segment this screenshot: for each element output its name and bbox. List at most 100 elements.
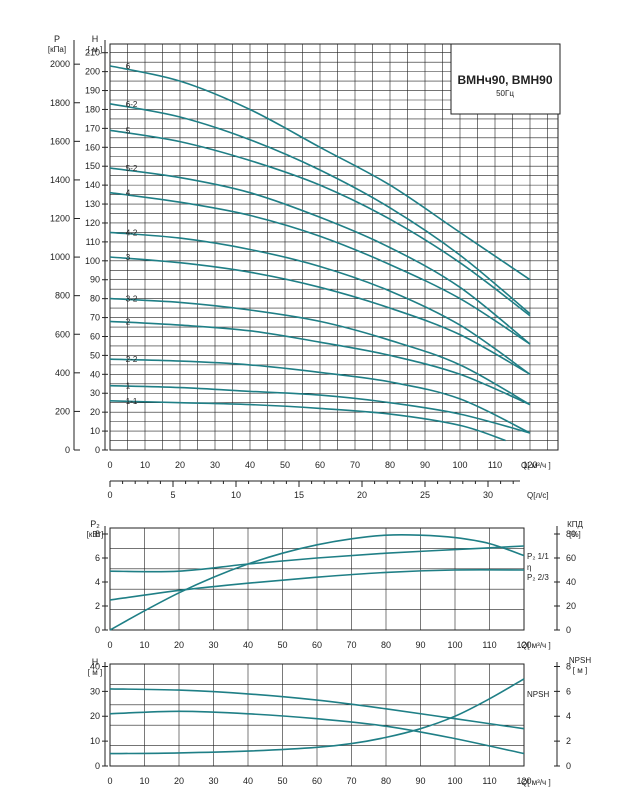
right-tick-label: 20 [566,601,576,611]
p-axis-title: P [54,34,60,44]
left-tick-label: 40 [90,661,100,671]
left-tick-label: 8 [95,529,100,539]
h-tick-label: 20 [90,407,100,417]
h-tick-label: 80 [90,294,100,304]
q-tick-label: 40 [243,640,253,650]
performance-curve [109,534,525,631]
efficiency-axis-unit: [%] [569,530,581,539]
q-tick-label: 30 [208,776,218,786]
p-axis: 0 200 400 600 800 1000 1200 1400 1600 1800 2000 [50,40,80,455]
h-tick-label: 210 [85,48,100,58]
q-tick-label: 110 [488,460,502,470]
q-tick-label: 30 [208,640,218,650]
q-tick-label: 80 [381,640,391,650]
power-q-axis-title: Q[ м³/ч ] [521,641,551,650]
q-tick-label: 0 [107,640,112,650]
efficiency-axis: 0 20 40 60 80 [554,526,576,635]
h-tick-label: 130 [85,199,100,209]
label-p2-two-thirds: P₂ 2/3 [527,573,549,582]
head-curve [109,384,531,434]
curve-label: 6-2 [126,100,138,109]
p-tick-label: 800 [55,291,70,301]
p-tick-label: 1200 [50,214,70,224]
q-tick-label: 70 [346,640,356,650]
h-axis-title: H [92,34,99,44]
h-tick-label: 170 [85,123,100,133]
q-tick-label: 50 [280,460,290,470]
head-curve [109,256,531,375]
p-tick-label: 1000 [50,252,70,262]
curve-label: 3 [126,253,131,262]
p-tick-label: 1800 [50,98,70,108]
p2-axis: 0 2 4 6 8 [95,526,108,635]
right-tick-label: 0 [566,761,571,771]
npsh-right-axis: 0 2 4 6 8 [554,661,571,771]
q-tick-label: 0 [107,460,112,470]
label-efficiency: η [527,563,531,572]
npsh-h-axis-title: H [92,657,99,667]
q-tick-label: 10 [139,776,149,786]
power-grid [110,528,524,630]
performance-curve [109,545,525,573]
main-chart: 6 6-2 5 5-2 4 4-2 3 3-2 2 2-2 1 1-1 ВМНч90, ВМН90 5… [48,34,561,500]
left-tick-label: 30 [90,686,100,696]
left-tick-label: 2 [95,601,100,611]
npsh-axis-unit: [ м ] [573,666,587,675]
q-tick-label: 100 [447,640,462,650]
main-grid [110,44,558,450]
right-tick-label: 40 [566,577,576,587]
left-tick-label: 0 [95,761,100,771]
h-axis: 0 10 20 30 40 50 60 70 80 90 100 110 120 130 140 150 160… [85,40,108,455]
left-tick-label: 10 [90,736,100,746]
q-tick-label: 80 [385,460,395,470]
curve-label: 4 [126,189,131,198]
q-tick-label: 120 [516,776,531,786]
head-curve [109,358,531,434]
power-q-axis: 0 10 20 30 40 50 60 70 80 90 100 110 120 [107,640,531,650]
right-tick-label: 2 [566,736,571,746]
curve-label: 4-2 [126,228,138,237]
performance-curve [109,678,525,755]
left-tick-label: 0 [95,625,100,635]
label-npsh: NPSH [527,690,549,699]
curve-label: 2-2 [126,355,138,364]
p2-axis-unit: [кВт] [87,530,104,539]
q-ls-tick-label: 30 [483,490,493,500]
npsh-grid [110,664,524,766]
p-tick-label: 400 [55,368,70,378]
q-tick-label: 50 [277,640,287,650]
curve-label: 5-2 [126,164,138,173]
left-tick-label: 6 [95,553,100,563]
q-ls-axis-title: Q[л/с] [527,491,549,500]
curve-label: 3-2 [126,295,138,304]
q-tick-label: 40 [243,776,253,786]
h-tick-label: 30 [90,388,100,398]
q-tick-label: 70 [346,776,356,786]
p-tick-label: 600 [55,329,70,339]
right-tick-label: 8 [566,661,571,671]
power-chart: P₂ [кВт] КПД [%] 0 2 4 6 8 0 20 40 60 80 0 10 20 30… [87,519,584,650]
q-tick-label: 20 [175,460,185,470]
p-tick-label: 1400 [50,175,70,185]
npsh-axis-title: NPSH [569,656,591,665]
q-ls-tick-label: 0 [107,490,112,500]
q-ls-axis: 0 5 10 15 20 25 30 [107,480,520,500]
q-tick-label: 60 [312,776,322,786]
npsh-q-axis: 0 10 20 30 40 50 60 70 80 90 100 110 120 [107,776,531,786]
q-tick-label: 60 [312,640,322,650]
curve-label: 1 [126,382,131,391]
q-tick-label: 70 [350,460,360,470]
h-tick-label: 40 [90,369,100,379]
left-tick-label: 20 [90,711,100,721]
performance-curve [109,688,525,730]
curve-label: 2 [126,317,131,326]
q-tick-label: 90 [420,460,430,470]
q-tick-label: 100 [447,776,462,786]
h-tick-label: 200 [85,67,100,77]
q-tick-label: 40 [245,460,255,470]
q-tick-label: 10 [140,460,150,470]
label-p2-full: P₂ 1/1 [527,552,549,561]
q-tick-label: 20 [174,776,184,786]
h-tick-label: 190 [85,86,100,96]
head-curve [109,400,506,442]
